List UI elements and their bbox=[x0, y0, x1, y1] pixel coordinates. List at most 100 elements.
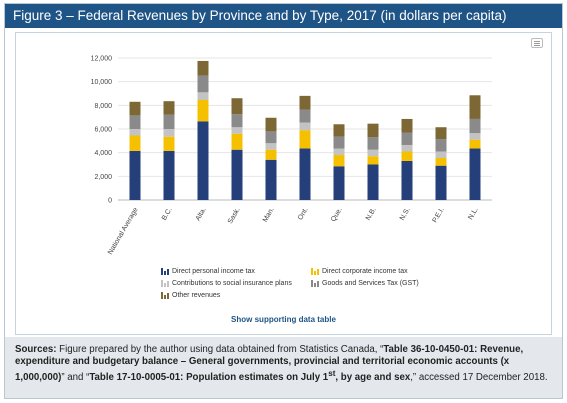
bar-segment bbox=[197, 60, 209, 76]
bar-segment bbox=[333, 136, 345, 149]
bar-segment bbox=[231, 133, 243, 150]
bar-segment bbox=[435, 127, 447, 140]
bar-segment bbox=[197, 121, 209, 200]
legend-label: Direct corporate income tax bbox=[322, 268, 408, 275]
x-tick-label: National Average bbox=[107, 206, 140, 256]
bar-segment bbox=[299, 109, 311, 123]
bar-segment bbox=[299, 130, 311, 149]
legend-label: Other revenues bbox=[172, 292, 221, 299]
bar-segment bbox=[129, 129, 141, 136]
bar-segment bbox=[435, 139, 447, 152]
bar-segment bbox=[231, 149, 243, 200]
x-tick-label: Ont. bbox=[297, 206, 310, 221]
bar-segment bbox=[197, 100, 209, 122]
x-tick-label: B.C. bbox=[161, 206, 174, 221]
legend-label: Direct personal income tax bbox=[172, 268, 255, 275]
bar-chart-icon bbox=[161, 280, 169, 287]
x-tick-label: N.B. bbox=[365, 206, 378, 221]
bar-segment bbox=[367, 156, 379, 165]
y-tick-label: 10,000 bbox=[91, 79, 113, 86]
bar-segment bbox=[197, 75, 209, 93]
bar-segment bbox=[469, 139, 481, 149]
bar-segment bbox=[333, 124, 345, 137]
bar-segment bbox=[333, 166, 345, 200]
bar-segment bbox=[231, 114, 243, 128]
figure-panel: Figure 3 – Federal Revenues by Province … bbox=[4, 3, 563, 399]
bar-segment bbox=[367, 164, 379, 200]
sources-ref-2: Table 17-10-0005-01: Population estimate… bbox=[89, 369, 411, 384]
bar-chart-icon bbox=[161, 292, 169, 299]
sources-text: ” and “ bbox=[61, 372, 90, 384]
bar-segment bbox=[129, 101, 141, 116]
y-tick-label: 8,000 bbox=[94, 103, 112, 110]
bar-segment bbox=[469, 95, 481, 119]
bar-segment bbox=[367, 137, 379, 150]
sources-ref-2-text: Table 17-10-0005-01: Population estimate… bbox=[89, 372, 329, 384]
legend-item-corporate-income-tax[interactable]: Direct corporate income tax bbox=[311, 268, 408, 275]
chart-container: 0 2,000 4,000 6,000 8,000 10,000 12,000 Nationa… bbox=[15, 32, 552, 335]
x-tick-label: Sask. bbox=[227, 206, 242, 225]
bar-segment bbox=[401, 151, 413, 161]
legend-item-social-insurance[interactable]: Contributions to social insurance plans bbox=[161, 280, 292, 287]
bar-segment bbox=[401, 118, 413, 133]
y-tick-label: 6,000 bbox=[94, 127, 112, 134]
legend-item-gst[interactable]: Goods and Services Tax (GST) bbox=[311, 280, 419, 287]
bar-segment bbox=[401, 144, 413, 152]
x-tick-label: P.E.I. bbox=[432, 206, 446, 224]
bar-segment bbox=[129, 115, 141, 129]
bar-segment bbox=[333, 155, 345, 167]
sources-text: Figure prepared by the author using data… bbox=[56, 344, 384, 355]
x-tick-label: Man. bbox=[262, 206, 276, 223]
legend-item-other-revenues[interactable]: Other revenues bbox=[161, 292, 220, 299]
bar-segment bbox=[163, 136, 175, 151]
y-tick-label: 4,000 bbox=[94, 150, 112, 157]
legend-label: Contributions to social insurance plans bbox=[172, 280, 292, 287]
bar-segment bbox=[333, 148, 345, 156]
bar-segment bbox=[265, 149, 277, 160]
bar-segment bbox=[469, 148, 481, 200]
bar-segment bbox=[163, 114, 175, 129]
sources-ref-2-sup: st bbox=[328, 369, 336, 378]
stacked-bar-chart: 0 2,000 4,000 6,000 8,000 10,000 12,000 Nationa… bbox=[91, 56, 492, 256]
bar-segment bbox=[435, 151, 447, 158]
x-tick-label: Que. bbox=[330, 206, 344, 223]
show-data-table-link[interactable]: Show supporting data table bbox=[231, 315, 336, 324]
sources-ref-1: Table 36-10-0450-01: Revenue, expenditur… bbox=[15, 344, 524, 384]
x-tick-label: N.L. bbox=[467, 206, 480, 221]
bar-segment bbox=[367, 123, 379, 138]
hamburger-menu-icon[interactable] bbox=[531, 38, 543, 48]
sources-label: Sources: bbox=[15, 344, 57, 355]
y-tick-label: 12,000 bbox=[91, 56, 113, 63]
sources-ref-2-text: , by age and sex bbox=[335, 372, 411, 384]
bar-segment bbox=[163, 150, 175, 200]
bar-segment bbox=[401, 160, 413, 200]
sources-text: ,” accessed 17 December 2018. bbox=[410, 372, 548, 384]
bar-segment bbox=[265, 143, 277, 150]
bar-segment bbox=[163, 101, 175, 115]
bar-segment bbox=[367, 149, 379, 157]
sources-note: Sources: Figure prepared by the author u… bbox=[5, 337, 562, 398]
bar-segment bbox=[129, 150, 141, 200]
bar-segment bbox=[163, 129, 175, 137]
legend-label: Goods and Services Tax (GST) bbox=[322, 280, 419, 287]
bar-segment bbox=[401, 132, 413, 145]
bar-chart-icon bbox=[311, 268, 319, 275]
bar-chart-icon bbox=[161, 268, 169, 275]
bar-segment bbox=[469, 133, 481, 140]
bar-chart-icon bbox=[311, 280, 319, 287]
bar-segment bbox=[299, 95, 311, 110]
bar-segment bbox=[265, 159, 277, 200]
bar-segment bbox=[435, 157, 447, 166]
bar-segment bbox=[265, 117, 277, 132]
bar-segment bbox=[265, 131, 277, 144]
bar-segment bbox=[231, 98, 243, 115]
bar-segment bbox=[231, 127, 243, 134]
x-tick-label: Alta. bbox=[195, 206, 208, 222]
y-tick-label: 2,000 bbox=[94, 174, 112, 181]
bar-segment bbox=[129, 135, 141, 151]
bar-segment bbox=[435, 165, 447, 200]
legend-item-personal-income-tax[interactable]: Direct personal income tax bbox=[161, 268, 255, 275]
figure-title: Figure 3 – Federal Revenues by Province … bbox=[5, 4, 562, 28]
y-tick-label: 0 bbox=[108, 198, 112, 205]
bar-segment bbox=[299, 122, 311, 131]
